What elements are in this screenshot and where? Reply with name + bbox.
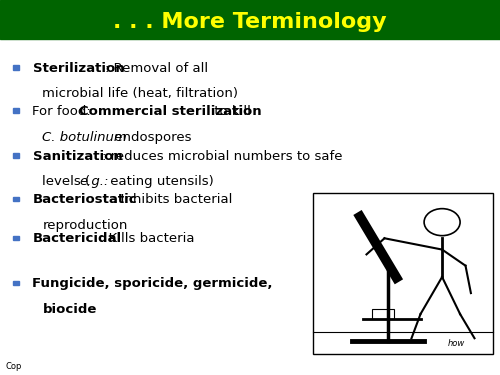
Bar	[372, 309, 394, 319]
Text: reproduction: reproduction	[42, 219, 128, 232]
Bar	[0, 0, 500, 6]
Text: : Removal of all: : Removal of all	[105, 62, 208, 75]
Bar	[12, 281, 18, 285]
Text: e.g.:: e.g.:	[80, 176, 109, 189]
Text: to kill: to kill	[210, 105, 251, 118]
Text: microbial life (heat, filtration): microbial life (heat, filtration)	[42, 87, 238, 100]
Text: : reduces microbial numbers to safe: : reduces microbial numbers to safe	[102, 150, 342, 163]
Text: Sterilization: Sterilization	[32, 62, 124, 75]
Text: Bacteriostatic: Bacteriostatic	[32, 193, 137, 206]
Text: C. botulinum: C. botulinum	[42, 130, 127, 144]
Text: . . . More Terminology: . . . More Terminology	[113, 12, 387, 32]
Text: : Kills bacteria: : Kills bacteria	[100, 232, 195, 246]
Text: eating utensils): eating utensils)	[106, 176, 213, 189]
Text: levels (: levels (	[42, 176, 90, 189]
Bar	[12, 153, 18, 158]
Bar	[12, 108, 18, 113]
Bar	[12, 65, 18, 70]
Text: Fungicide, sporicide, germicide,: Fungicide, sporicide, germicide,	[32, 278, 273, 291]
Text: Commercial sterilization: Commercial sterilization	[79, 105, 262, 118]
Bar	[12, 196, 18, 201]
Bar	[12, 236, 18, 240]
Circle shape	[424, 209, 460, 236]
Text: : Inhibits bacterial: : Inhibits bacterial	[112, 193, 233, 206]
Text: Bactericidal: Bactericidal	[32, 232, 122, 246]
Text: biocide: biocide	[42, 303, 97, 316]
Text: Sanitization: Sanitization	[32, 150, 122, 163]
Text: endospores: endospores	[110, 130, 192, 144]
Text: For food:: For food:	[32, 105, 96, 118]
Bar	[312, 193, 492, 354]
Bar	[0, 0, 500, 39]
Text: how: how	[448, 339, 465, 348]
Text: Cop: Cop	[6, 362, 22, 371]
